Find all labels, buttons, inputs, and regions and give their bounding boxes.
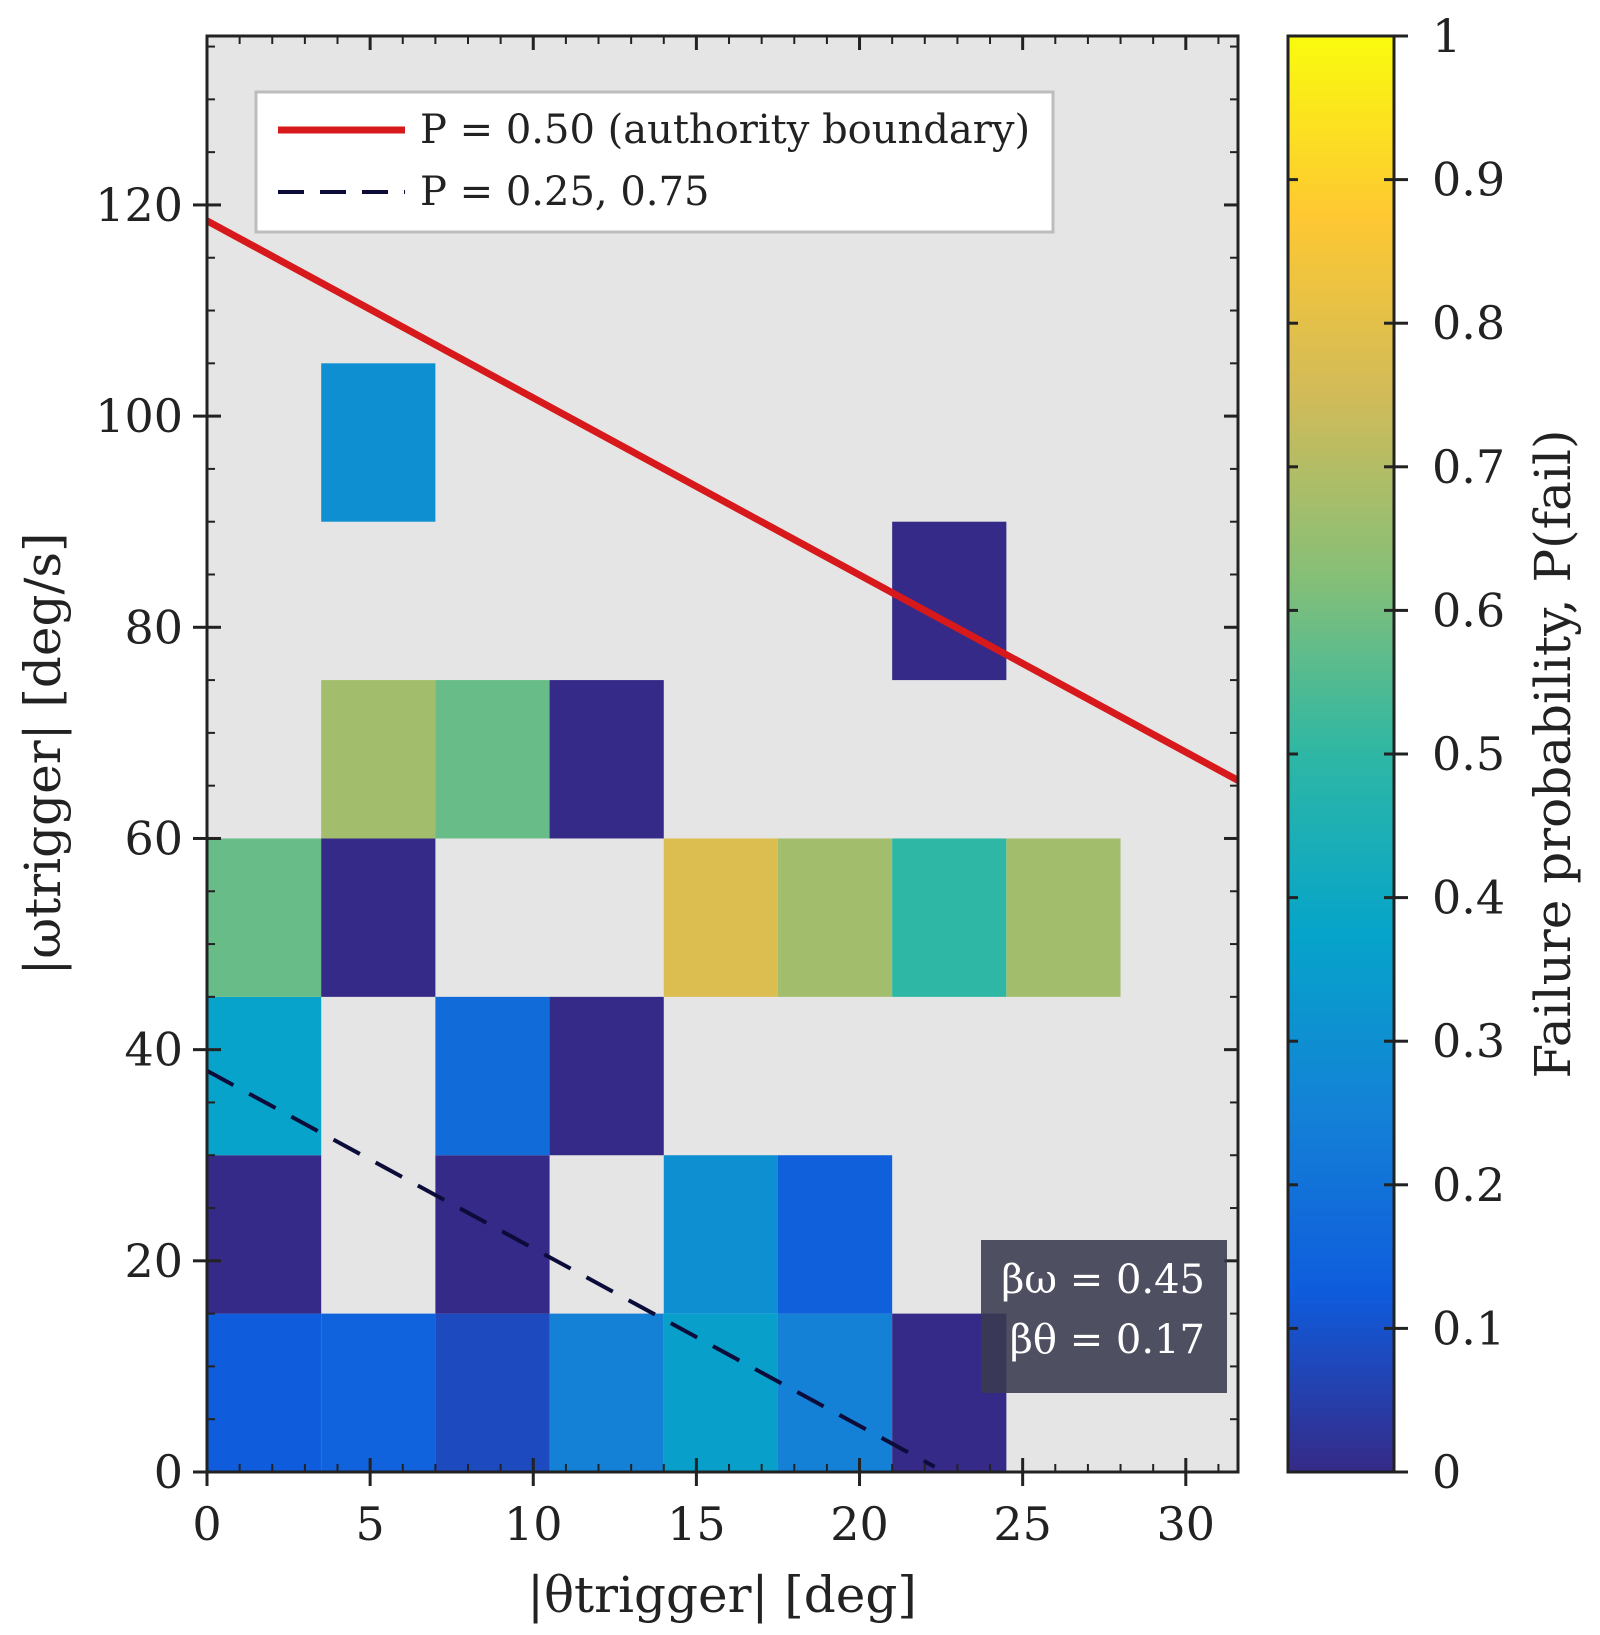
legend-label-dashed: P = 0.25, 0.75	[420, 169, 709, 215]
y-axis-label: |ωtrigger| [deg/s]	[14, 533, 72, 976]
heatmap-cell	[549, 996, 664, 1156]
x-tick-label: 20	[830, 1497, 889, 1551]
colorbar-tick-label: 1	[1432, 9, 1461, 63]
heatmap-cell	[1006, 838, 1121, 997]
colorbar-ticks: 0 0.1 0.2 0.3 0.4 0.5 0.6 0.7 0.8 0.9 1	[1288, 9, 1505, 1499]
colorbar-tick-label: 0	[1432, 1445, 1461, 1499]
heatmap-cell	[549, 1313, 664, 1472]
dashed-probability-line	[207, 1069, 936, 1469]
x-tick-label: 0	[192, 1497, 221, 1551]
colorbar-tick-label: 0.4	[1432, 871, 1505, 925]
heatmap-cell	[207, 838, 322, 997]
plot-frame	[205, 34, 1240, 1474]
colorbar-tick-label: 0.5	[1432, 727, 1505, 781]
heatmap-cell	[435, 996, 550, 1156]
colorbar-tick-label: 0.2	[1432, 1158, 1505, 1212]
colorbar-tick-label: 0.1	[1432, 1301, 1505, 1355]
x-tick-label: 5	[355, 1497, 384, 1551]
heatmap-cell	[892, 838, 1007, 997]
annotation-beta-theta: βθ = 0.17	[1010, 1317, 1205, 1363]
heatmap-cell	[321, 363, 436, 522]
beta-annotation: βω = 0.45 βθ = 0.17	[981, 1240, 1227, 1393]
heatmap-cell	[549, 680, 664, 839]
heatmap-cell	[321, 838, 436, 997]
y-tick-label: 120	[95, 178, 183, 232]
y-tick-label: 100	[95, 389, 183, 443]
colorbar-tick-label: 0.8	[1432, 296, 1505, 350]
legend-label-solid: P = 0.50 (authority boundary)	[420, 107, 1030, 153]
boundary-lines	[207, 217, 1238, 1469]
colorbar-tick-label: 0.7	[1432, 440, 1505, 494]
heatmap-cell	[321, 680, 436, 839]
heatmap-cell	[777, 1313, 893, 1472]
heatmap-cell	[435, 1155, 550, 1314]
axis-ticks: 0 5 10 15 20 25 30 0 20 40 60 80 100 120	[95, 36, 1238, 1551]
heatmap-cell	[435, 680, 550, 839]
heatmap-cell	[207, 1313, 322, 1472]
heatmap-cell	[207, 996, 322, 1156]
heatmap-cell	[321, 1313, 436, 1472]
y-tick-label: 0	[154, 1445, 183, 1499]
heatmap-cell	[777, 1155, 893, 1314]
heatmap-cells	[207, 363, 1121, 1472]
x-tick-label: 10	[504, 1497, 563, 1551]
y-tick-label: 60	[124, 811, 183, 865]
x-tick-label: 15	[667, 1497, 726, 1551]
x-axis-label: |θtrigger| [deg]	[527, 1566, 917, 1624]
heatmap-cell	[777, 838, 893, 997]
x-tick-label: 30	[1157, 1497, 1216, 1551]
y-tick-label: 40	[124, 1023, 183, 1077]
heatmap-cell	[435, 1313, 550, 1472]
y-tick-label: 80	[124, 600, 183, 654]
annotation-beta-omega: βω = 0.45	[1001, 1257, 1205, 1303]
heatmap-cell	[663, 1313, 778, 1472]
authority-boundary-line	[207, 217, 1238, 784]
colorbar-label: Failure probability, P(fail)	[1524, 430, 1582, 1079]
annotation-box	[981, 1240, 1227, 1393]
colorbar-gradient	[1286, 34, 1396, 1474]
legend: P = 0.50 (authority boundary) P = 0.25, …	[254, 90, 1055, 234]
legend-box	[254, 90, 1055, 234]
colorbar: 0 0.1 0.2 0.3 0.4 0.5 0.6 0.7 0.8 0.9 1 Failure pr…	[1286, 9, 1582, 1499]
x-tick-label: 25	[993, 1497, 1052, 1551]
heatmap-cell	[663, 1155, 778, 1314]
colorbar-tick-label: 0.6	[1432, 583, 1505, 637]
heatmap-cell	[663, 838, 778, 997]
colorbar-tick-label: 0.3	[1432, 1014, 1505, 1068]
heatmap-cell	[207, 1155, 322, 1314]
colorbar-tick-label: 0.9	[1432, 153, 1505, 207]
y-tick-label: 20	[124, 1234, 183, 1288]
